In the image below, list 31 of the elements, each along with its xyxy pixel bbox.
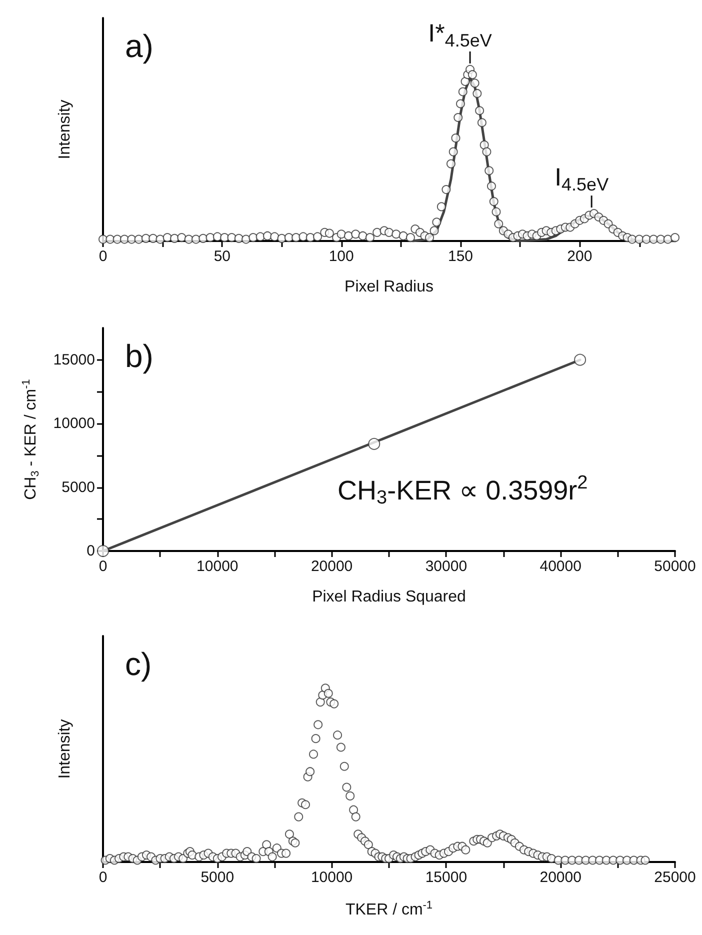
y-tick-label: 5000 bbox=[62, 478, 95, 496]
x-tick-label: 150 bbox=[448, 248, 474, 265]
x-tick-label: 40000 bbox=[540, 558, 582, 575]
point bbox=[574, 354, 586, 366]
x-tick-label: 50 bbox=[214, 248, 231, 265]
x-tick-label: 0 bbox=[98, 869, 108, 886]
x-tick-label: 30000 bbox=[425, 558, 468, 575]
x-tick-label: 0 bbox=[98, 248, 108, 265]
x-tick-label: 20000 bbox=[310, 558, 353, 575]
x-tick-label: 20000 bbox=[540, 869, 582, 886]
text: c) bbox=[125, 646, 152, 682]
x-tick-label: 25000 bbox=[654, 869, 696, 886]
x-tick-label: 10000 bbox=[196, 558, 238, 575]
x-tick-label: 10000 bbox=[310, 869, 353, 886]
y-axis-title: CH3 - KER / cm-1 bbox=[20, 379, 42, 500]
y-axis-title: Intensity bbox=[56, 100, 74, 160]
x-tick-label: 5000 bbox=[200, 869, 234, 886]
annotation: b) bbox=[125, 338, 154, 374]
y-tick-label: 15000 bbox=[53, 351, 95, 368]
text: a) bbox=[125, 28, 154, 64]
point bbox=[368, 438, 380, 450]
x-tick-label: 200 bbox=[567, 248, 592, 265]
y-tick-label: 0 bbox=[86, 542, 95, 560]
x-axis-title: Pixel Radius bbox=[344, 278, 434, 296]
y-tick-label: 10000 bbox=[53, 415, 95, 432]
x-tick-label: 100 bbox=[328, 248, 354, 265]
x-tick-label: 50000 bbox=[654, 558, 696, 575]
x-tick-label: 15000 bbox=[425, 869, 468, 886]
x-tick-label: 0 bbox=[98, 558, 108, 575]
y-axis-title: Intensity bbox=[56, 719, 74, 779]
x-axis-title: Pixel Radius Squared bbox=[312, 588, 466, 606]
